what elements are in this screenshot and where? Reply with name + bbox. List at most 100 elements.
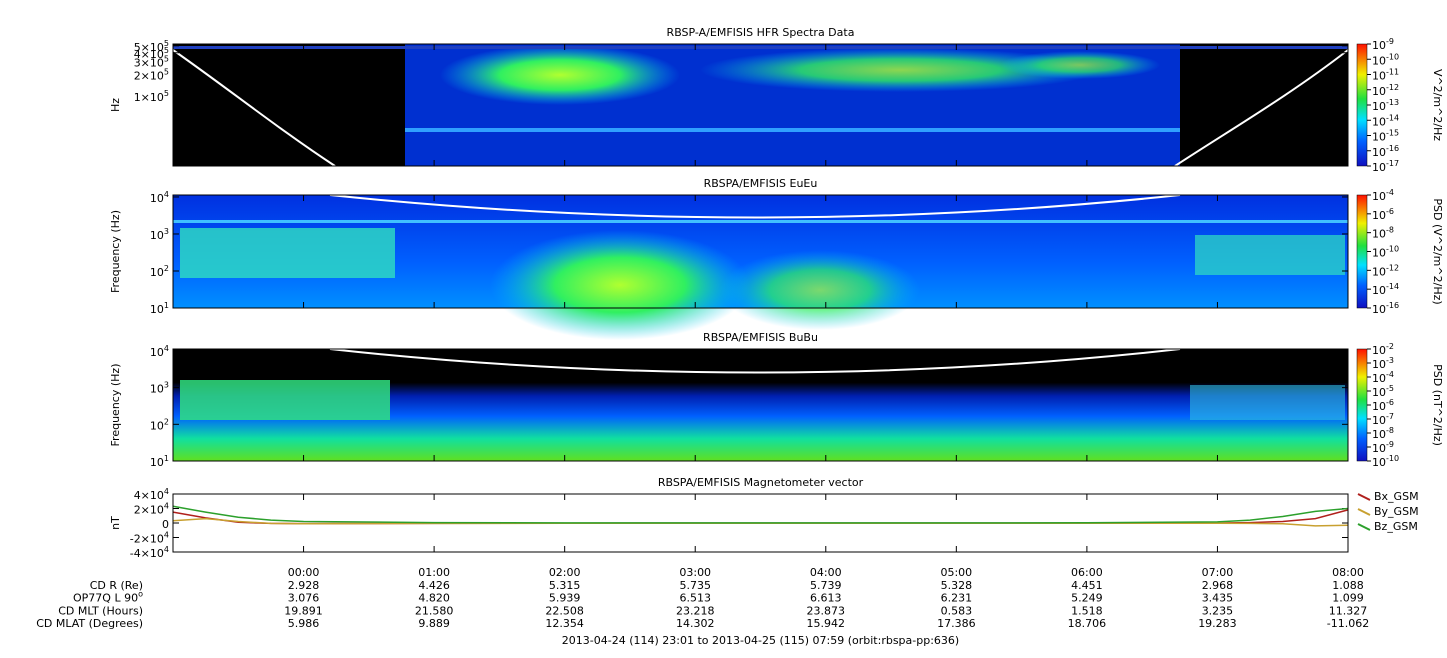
legend-label: Bz_GSM [1374, 520, 1418, 533]
y-tick-label: -2×104 [130, 530, 169, 546]
y-tick-label: 104 [150, 343, 169, 359]
colorbar-tick-label: 10-10 [1372, 52, 1399, 68]
colorbar-tick-label: 10-14 [1372, 113, 1399, 129]
colorbar [1356, 43, 1368, 167]
y-tick-label: 104 [150, 189, 169, 205]
panel-frame [172, 493, 1349, 553]
ephemeris-value: 22.508 [545, 604, 584, 617]
panel-frame [172, 43, 1349, 167]
ephemeris-value: 9.889 [418, 617, 450, 630]
colorbar-tick-label: 10-10 [1372, 454, 1399, 470]
ephemeris-value: 4.426 [418, 579, 450, 592]
x-tick-label: 06:00 [1071, 566, 1103, 579]
colorbar [1356, 348, 1368, 462]
legend-label: Bx_GSM [1374, 490, 1419, 503]
legend-label: By_GSM [1374, 505, 1419, 518]
y-axis-label: nT [109, 516, 122, 530]
colorbar-tick-label: 10-14 [1372, 282, 1399, 298]
ephemeris-value: 1.088 [1332, 579, 1364, 592]
panel-title: RBSP-A/EMFISIS HFR Spectra Data [667, 26, 855, 39]
legend-swatch [1357, 523, 1371, 531]
ephemeris-value: 5.939 [549, 592, 581, 605]
x-tick-label: 03:00 [679, 566, 711, 579]
y-tick-label: 2×105 [134, 67, 169, 83]
y-tick-label: 3×105 [134, 54, 169, 70]
hfr-spectrogram [172, 44, 1349, 167]
ephemeris-value: 4.820 [418, 592, 450, 605]
ephemeris-value: 21.580 [415, 604, 454, 617]
y-axis-label: Hz [109, 98, 122, 112]
y-tick-label: 1×105 [134, 88, 169, 104]
colorbar-label: V^2/m^2/Hz [1431, 69, 1444, 141]
ephemeris-value: 1.518 [1071, 604, 1103, 617]
ephemeris-value: 23.218 [676, 604, 715, 617]
y-tick-label: 4×105 [134, 45, 169, 61]
colorbar-label: PSD (nT^2/Hz) [1431, 364, 1444, 446]
y-tick-label: 103 [150, 226, 169, 242]
footer: 2013-04-24 (114) 23:01 to 2013-04-25 (11… [562, 634, 959, 647]
ephemeris-value: 2.928 [288, 579, 320, 592]
bubu-spectrogram [173, 348, 1348, 461]
colorbar-tick-label: 10-17 [1372, 159, 1399, 175]
legend-swatch [1357, 493, 1371, 501]
legend-swatch [1357, 508, 1371, 516]
colorbar-tick-label: 10-10 [1372, 244, 1399, 260]
y-tick-label: 103 [150, 380, 169, 396]
y-tick-label: -4×104 [130, 545, 169, 561]
ephemeris-value: 17.386 [937, 617, 976, 630]
ephemeris-value: 5.735 [679, 579, 711, 592]
colorbar-tick-label: 10-16 [1372, 301, 1399, 317]
ephemeris-value: 2.968 [1202, 579, 1234, 592]
ephemeris-value: 15.942 [807, 617, 846, 630]
panel-frame [172, 194, 1349, 309]
ephemeris-value: 5.249 [1071, 592, 1103, 605]
colorbar-tick-label: 10-8 [1372, 225, 1394, 241]
x-tick-label: 00:00 [288, 566, 320, 579]
ephemeris-value: 0.583 [941, 604, 973, 617]
ephemeris-value: 3.435 [1202, 592, 1234, 605]
ephemeris-value: 19.283 [1198, 617, 1237, 630]
colorbar-label: PSD (V^2/m^2/Hz) [1431, 198, 1444, 304]
ephemeris-value: 4.451 [1071, 579, 1103, 592]
ephemeris-value: 5.315 [549, 579, 581, 592]
y-tick-label: 102 [150, 417, 169, 433]
y-tick-label: 102 [150, 263, 169, 279]
colorbar-tick-label: 10-9 [1372, 37, 1394, 53]
colorbar-tick-label: 10-12 [1372, 82, 1399, 98]
ephemeris-value: 19.891 [284, 604, 323, 617]
ephemeris-row-label: CD MLAT (Degrees) [36, 617, 143, 630]
y-tick-label: 101 [150, 301, 169, 317]
ephemeris-value: 5.739 [810, 579, 842, 592]
ephemeris-value: 6.513 [679, 592, 711, 605]
ephemeris-value: 1.099 [1332, 592, 1364, 605]
ephemeris-value: 5.986 [288, 617, 320, 630]
ephemeris-row-label: OP77Q L 90o [73, 589, 143, 605]
y-tick-label: 101 [150, 454, 169, 470]
mag-line [172, 505, 1349, 524]
eueu-spectrogram [173, 194, 1348, 340]
x-tick-label: 08:00 [1332, 566, 1364, 579]
y-tick-label: 2×104 [134, 501, 169, 517]
colorbar-tick-label: 10-4 [1372, 188, 1394, 204]
colorbar-tick-label: 10-15 [1372, 128, 1399, 144]
x-tick-label: 02:00 [549, 566, 581, 579]
panel-title: RBSPA/EMFISIS BuBu [703, 331, 818, 344]
ephemeris-value: 3.235 [1202, 604, 1234, 617]
ephemeris-value: 11.327 [1329, 604, 1368, 617]
y-tick-label: 5×105 [134, 38, 169, 54]
panel-frame [172, 348, 1349, 462]
ephemeris-value: 6.613 [810, 592, 842, 605]
panel-title: RBSPA/EMFISIS Magnetometer vector [658, 476, 864, 489]
ephemeris-value: 12.354 [545, 617, 584, 630]
panel-title: RBSPA/EMFISIS EuEu [704, 177, 818, 190]
ephemeris-value: 23.873 [807, 604, 846, 617]
colorbar-tick-label: 10-16 [1372, 143, 1399, 159]
colorbar [1356, 194, 1368, 309]
colorbar-tick-label: 10-12 [1372, 263, 1399, 279]
ephemeris-value: 18.706 [1068, 617, 1107, 630]
colorbar-tick-label: 10-6 [1372, 206, 1394, 222]
x-tick-label: 04:00 [810, 566, 842, 579]
ephemeris-value: 6.231 [941, 592, 973, 605]
ephemeris-value: -11.062 [1327, 617, 1369, 630]
x-tick-label: 07:00 [1202, 566, 1234, 579]
